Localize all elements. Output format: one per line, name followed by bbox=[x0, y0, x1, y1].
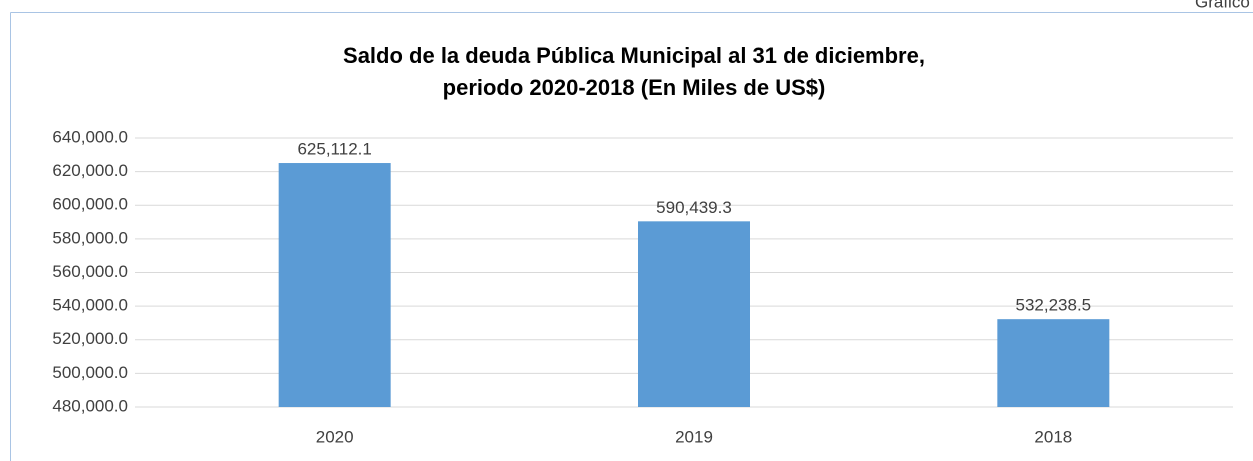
y-tick-label: 620,000.0 bbox=[52, 161, 128, 180]
chart-title: Saldo de la deuda Pública Municipal al 3… bbox=[343, 43, 925, 68]
y-tick-label: 540,000.0 bbox=[52, 296, 128, 315]
y-tick-label: 520,000.0 bbox=[52, 329, 128, 348]
x-tick-label: 2018 bbox=[1034, 427, 1072, 446]
value-label: 625,112.1 bbox=[297, 140, 371, 159]
y-tick-label: 480,000.0 bbox=[52, 396, 128, 415]
x-tick-label: 2020 bbox=[316, 427, 354, 446]
value-label: 532,238.5 bbox=[1016, 296, 1092, 315]
x-tick-label: 2019 bbox=[675, 427, 713, 446]
bar bbox=[997, 319, 1110, 407]
bar bbox=[638, 221, 750, 407]
y-tick-label: 560,000.0 bbox=[52, 262, 128, 281]
y-tick-label: 640,000.0 bbox=[52, 127, 128, 146]
y-tick-label: 500,000.0 bbox=[52, 363, 128, 382]
bar bbox=[278, 163, 391, 407]
value-label: 590,439.3 bbox=[656, 198, 732, 217]
annotation: Gráfico bbox=[1195, 0, 1250, 11]
y-tick-label: 600,000.0 bbox=[52, 195, 128, 214]
chart-title: periodo 2020-2018 (En Miles de US$) bbox=[443, 75, 826, 100]
y-tick-label: 580,000.0 bbox=[52, 228, 128, 247]
